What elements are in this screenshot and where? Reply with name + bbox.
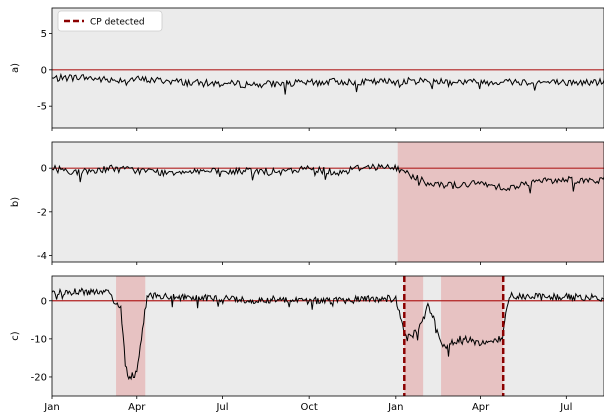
y-tick-label: 5 xyxy=(41,29,47,40)
y-tick-label: -10 xyxy=(31,334,47,345)
shaded-region xyxy=(397,142,604,262)
x-tick-label: Oct xyxy=(301,402,318,413)
panel-2: -4 -2 0 b) xyxy=(10,141,604,265)
legend: CP detected xyxy=(57,10,163,32)
y-tick-label: -4 xyxy=(37,251,47,262)
panel-label: a) xyxy=(10,63,21,73)
axes-frame xyxy=(51,7,604,129)
panel-label: c) xyxy=(10,331,21,340)
x-tick-label: Jul xyxy=(215,402,228,413)
y-tick-label: -20 xyxy=(31,372,47,383)
plot-area xyxy=(52,276,604,396)
series-line xyxy=(52,72,604,95)
plot-area xyxy=(52,69,604,95)
legend-box xyxy=(57,10,163,32)
x-tick-label: Jan xyxy=(43,402,59,413)
legend-label: CP detected xyxy=(90,18,145,28)
panel-3: -20 -10 0 c) Jan Apr Jul Oct Jan Apr Jul xyxy=(10,275,604,413)
x-tick-label: Jan xyxy=(387,402,403,413)
y-tick-label: 0 xyxy=(41,65,47,76)
x-tick-label: Apr xyxy=(472,402,490,413)
panel-label: b) xyxy=(10,197,21,207)
x-tick-label: Apr xyxy=(128,402,146,413)
y-tick-label: -5 xyxy=(37,102,47,113)
series-line xyxy=(52,163,604,194)
y-tick-label: -2 xyxy=(37,207,47,218)
x-tick-label: Jul xyxy=(559,402,572,413)
axes-frame xyxy=(51,275,604,397)
axes-frame xyxy=(51,141,604,263)
shaded-region xyxy=(441,276,504,396)
y-tick-label: 0 xyxy=(41,164,47,175)
y-tick-label: 0 xyxy=(41,296,47,307)
plot-area xyxy=(52,142,604,262)
panel-1: -5 0 5 a) CP detected xyxy=(10,7,604,131)
shaded-region xyxy=(116,276,146,396)
series-line xyxy=(52,287,604,381)
